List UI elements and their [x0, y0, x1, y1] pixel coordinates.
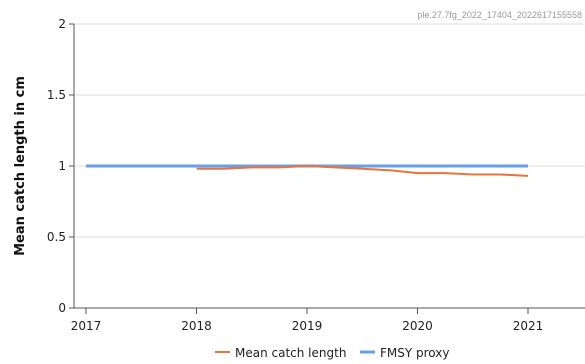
legend-label: Mean catch length [235, 346, 346, 360]
x-tick-label: 2019 [292, 319, 323, 333]
grid-layer [74, 23, 585, 238]
series-layer [86, 164, 529, 177]
chart-watermark: ple.27.7fg_2022_17404_2022617155558 [417, 10, 582, 20]
axis-layer: 0 0.5 1 1.5 2 2017 2018 2019 2020 2021 [47, 17, 585, 333]
x-tick-label: 2021 [513, 319, 544, 333]
y-tick-label: 0 [58, 301, 66, 315]
series-line-mean-catch-length [196, 165, 529, 177]
y-tick-label: 0.5 [47, 230, 66, 244]
y-tick-label: 2 [58, 17, 66, 31]
y-axis-label: Mean catch length in cm [13, 76, 28, 256]
legend-label: FMSY proxy [380, 346, 449, 360]
legend: Mean catch length FMSY proxy [215, 346, 449, 360]
y-tick-label: 1.5 [47, 88, 66, 102]
legend-item: Mean catch length [215, 346, 346, 360]
x-tick-label: 2017 [71, 319, 102, 333]
y-tick-label: 1 [58, 159, 66, 173]
x-tick-label: 2020 [402, 319, 433, 333]
x-tick-label: 2018 [181, 319, 212, 333]
legend-item: FMSY proxy [360, 346, 449, 360]
